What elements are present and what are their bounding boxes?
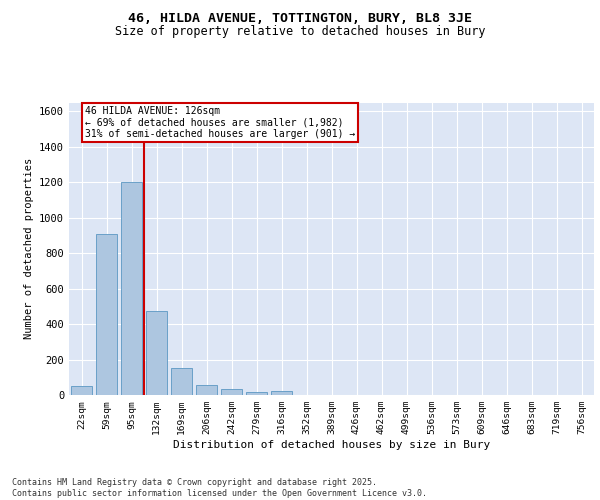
Bar bbox=[246, 392, 267, 395]
Bar bbox=[146, 311, 167, 395]
Text: Size of property relative to detached houses in Bury: Size of property relative to detached ho… bbox=[115, 25, 485, 38]
Bar bbox=[96, 234, 117, 395]
Bar bbox=[196, 385, 217, 395]
Bar bbox=[271, 392, 292, 395]
Text: 46, HILDA AVENUE, TOTTINGTON, BURY, BL8 3JE: 46, HILDA AVENUE, TOTTINGTON, BURY, BL8 … bbox=[128, 12, 472, 26]
Text: 46 HILDA AVENUE: 126sqm
← 69% of detached houses are smaller (1,982)
31% of semi: 46 HILDA AVENUE: 126sqm ← 69% of detache… bbox=[85, 106, 355, 139]
Y-axis label: Number of detached properties: Number of detached properties bbox=[23, 158, 34, 340]
X-axis label: Distribution of detached houses by size in Bury: Distribution of detached houses by size … bbox=[173, 440, 490, 450]
Bar bbox=[121, 182, 142, 395]
Bar bbox=[71, 386, 92, 395]
Text: Contains HM Land Registry data © Crown copyright and database right 2025.
Contai: Contains HM Land Registry data © Crown c… bbox=[12, 478, 427, 498]
Bar bbox=[221, 390, 242, 395]
Bar bbox=[171, 368, 192, 395]
